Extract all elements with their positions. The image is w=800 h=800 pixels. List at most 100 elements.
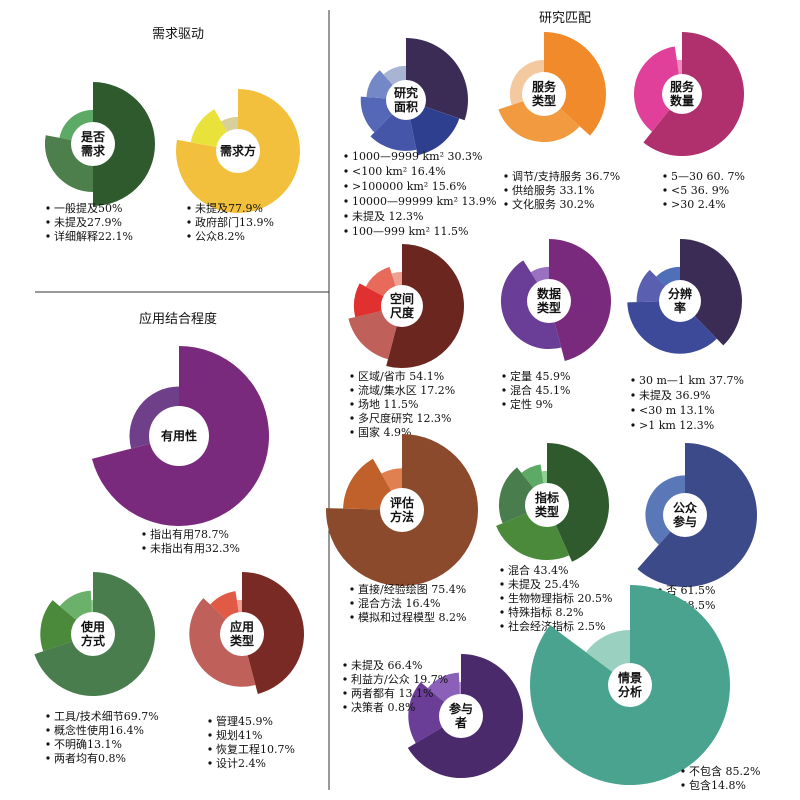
pie-center-label: 需求 <box>81 143 106 158</box>
legend-entry: 10000—99999 km² 13.9% <box>352 195 496 208</box>
pie-center-hole <box>386 80 426 120</box>
legend-bullet <box>504 188 508 192</box>
legend-entry: 1000—9999 km² 30.3% <box>352 150 482 163</box>
legend-bullet <box>631 408 635 412</box>
legend-bullet <box>187 234 191 238</box>
pie-center-label: 参与 <box>673 514 697 529</box>
legend-entry: 定性 9% <box>510 397 553 411</box>
pie-center-hole <box>220 612 264 656</box>
legend-bullet <box>344 169 348 173</box>
pie-slice <box>386 244 464 368</box>
pie-center-label: 方法 <box>390 509 414 524</box>
legend-entry: 两者都有 13.1% <box>351 686 433 700</box>
pie-center-label: 应用 <box>230 619 254 634</box>
legend-bullet <box>46 234 50 238</box>
section-title-application: 应用结合程度 <box>139 311 217 327</box>
pie-center-label: 率 <box>674 300 686 315</box>
pie-slice <box>633 46 682 132</box>
pie-center-hole <box>525 483 569 527</box>
legend-bullet <box>208 719 212 723</box>
pie-center-hole <box>608 663 652 707</box>
pie-center-hole <box>380 488 424 532</box>
pie-center-label: 者 <box>454 715 467 730</box>
legend-bullet <box>350 374 354 378</box>
legend-bullet <box>500 610 504 614</box>
legend-entry: <30 m 13.1% <box>639 404 715 417</box>
section-title-demand: 需求驱动 <box>152 27 204 42</box>
legend-bullet <box>46 728 50 732</box>
legend-bullet <box>344 199 348 203</box>
legend-bullet <box>500 568 504 572</box>
legend-bullet <box>46 714 50 718</box>
pie-slice <box>544 32 606 136</box>
pie-center-hole <box>527 279 571 323</box>
legend-bullet <box>344 229 348 233</box>
pie-center-label: 需求方 <box>220 143 256 158</box>
legend-entry: 100—999 km² 11.5% <box>352 225 468 238</box>
legend-entry: 指出有用78.7% <box>150 527 229 541</box>
pie-slice <box>408 682 461 744</box>
legend-bullet <box>502 402 506 406</box>
pie-center-label: 情景 <box>618 670 642 685</box>
pie-center-label: 类型 <box>230 633 254 648</box>
legend-bullet <box>46 220 50 224</box>
legend-bullet <box>350 430 354 434</box>
legend-entry: 供给服务 33.1% <box>512 183 594 197</box>
pie-center-label: 数据 <box>537 286 561 301</box>
legend-bullet <box>502 374 506 378</box>
legend-entry: <5 36. 9% <box>671 184 729 197</box>
legend-bullet <box>504 174 508 178</box>
legend-bullet <box>208 747 212 751</box>
pie-slice <box>547 443 609 562</box>
legend-bullet <box>681 769 685 773</box>
legend-entry: 30 m—1 km 37.7% <box>639 374 744 387</box>
pie-center-label: 服务 <box>670 79 695 94</box>
legend-bullet <box>502 388 506 392</box>
legend-entry: >100000 km² 15.6% <box>352 180 467 193</box>
legend-entry: 多尺度研究 12.3% <box>358 411 451 425</box>
pie-center-label: 使用 <box>80 619 105 634</box>
legend-bullet <box>350 615 354 619</box>
pie-center-label: 评估 <box>390 495 414 510</box>
legend-entry: 未提及77.9% <box>195 202 263 215</box>
legend-entry: 不包含 85.2% <box>689 764 760 778</box>
pie-chart-fenbianlv: 分辨率 30 m—1 km 37.7% 未提及 36.9% <30 m 13.1% >1… <box>627 239 744 432</box>
legend-entry: 区域/省市 54.1% <box>358 369 444 383</box>
legend-bullet <box>343 663 347 667</box>
legend-bullet <box>208 761 212 765</box>
legend-entry: 公众8.2% <box>195 230 245 243</box>
legend-entry: 不明确13.1% <box>54 738 122 751</box>
legend-entry: 未提及 66.4% <box>351 659 422 672</box>
legend-bullet <box>208 733 212 737</box>
pie-center-label: 类型 <box>532 93 556 108</box>
legend-entry: 未提及 12.3% <box>352 210 423 223</box>
legend-bullet <box>663 202 667 206</box>
pie-center-label: 分辨 <box>668 286 692 301</box>
pie-center-label: 有用性 <box>161 428 197 443</box>
legend-bullet <box>681 783 685 787</box>
pie-slice <box>549 239 611 361</box>
legend-bullet <box>344 154 348 158</box>
legend-bullet <box>350 402 354 406</box>
legend-entry: 设计2.4% <box>216 757 266 770</box>
legend-bullet <box>46 742 50 746</box>
legend-bullet <box>187 220 191 224</box>
pie-center-label: 分析 <box>618 684 642 699</box>
pie-center-label: 指标 <box>535 490 559 505</box>
legend-entry: 两者均有0.8% <box>54 751 126 765</box>
pie-charts-group: 是否需求一般提及50%未提及27.9%详细解释22.1%需求方未提及77.9%政… <box>34 32 760 792</box>
legend-bullet <box>350 601 354 605</box>
legend-entry: 政府部门13.9% <box>195 215 274 229</box>
legend-entry: 未提及27.9% <box>54 216 122 229</box>
legend-entry: 生物物理指标 20.5% <box>508 591 612 605</box>
